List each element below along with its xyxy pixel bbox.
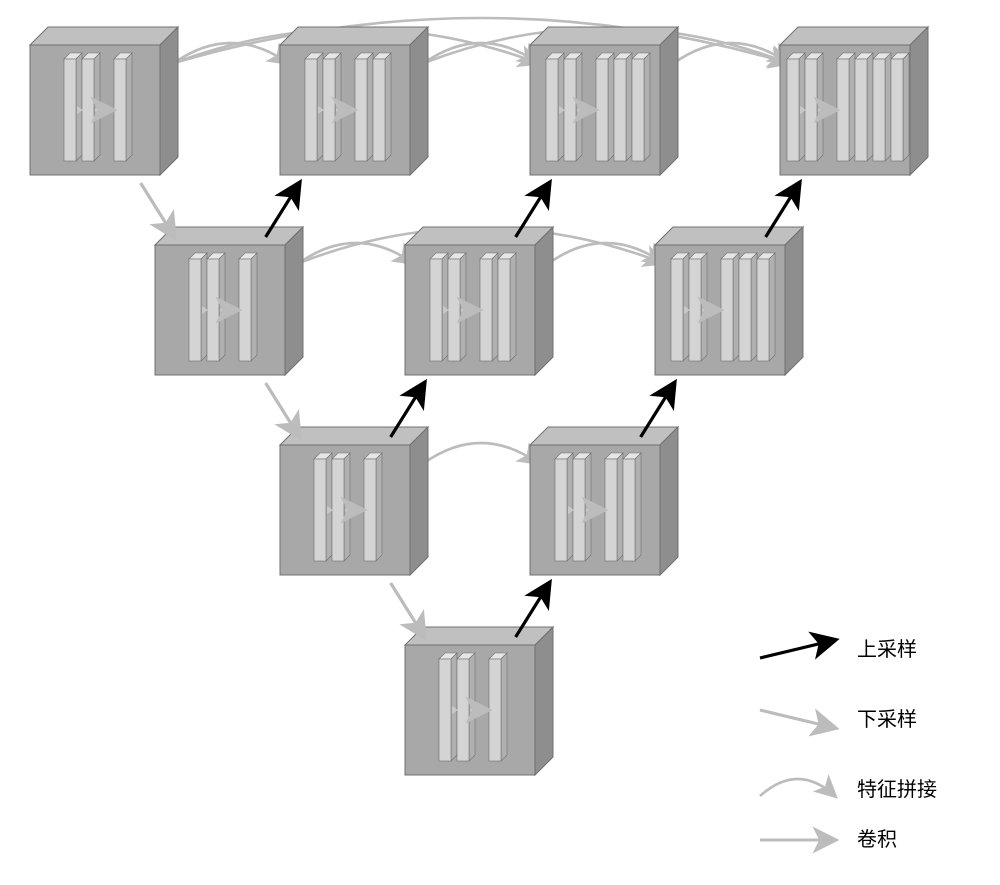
legend: 上采样下采样特征拼接卷积 xyxy=(760,638,937,851)
node-x00 xyxy=(30,27,178,175)
downsample-edge xyxy=(266,383,300,437)
node-x30 xyxy=(405,627,553,775)
legend-label-concat: 特征拼接 xyxy=(857,778,937,801)
concat-edge xyxy=(299,243,413,263)
node-x20 xyxy=(280,427,428,575)
legend-label-upsample: 上采样 xyxy=(857,638,917,661)
concat-edge xyxy=(674,43,788,63)
node-x03 xyxy=(780,27,928,175)
concat-edge xyxy=(424,443,538,463)
node-x12 xyxy=(655,227,803,375)
node-x02 xyxy=(530,27,678,175)
node-x21 xyxy=(530,427,678,575)
node-x01 xyxy=(280,27,428,175)
diagram-canvas: 上采样下采样特征拼接卷积 xyxy=(0,0,1000,885)
concat-edge xyxy=(549,243,663,263)
downsample-edge xyxy=(141,183,175,237)
legend-label-conv: 卷积 xyxy=(857,828,897,851)
node-x10 xyxy=(155,227,303,375)
node-x11 xyxy=(405,227,553,375)
concat-edge xyxy=(174,18,788,63)
legend-label-downsample: 下采样 xyxy=(857,708,917,731)
downsample-edge xyxy=(391,583,425,637)
